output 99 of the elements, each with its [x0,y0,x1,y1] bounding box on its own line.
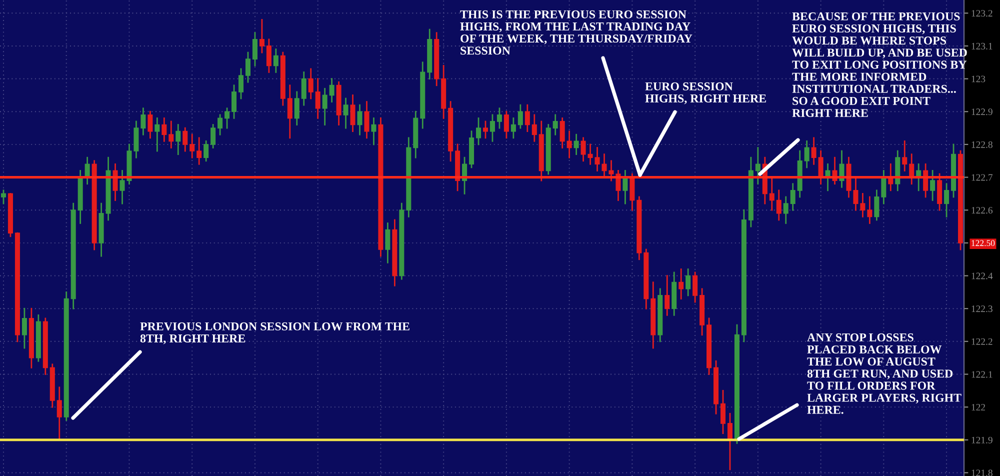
candlestick [490,114,495,142]
y-tick-label: 123 [972,76,986,82]
candlestick [196,137,202,165]
candlestick [176,124,181,155]
candlestick [476,117,482,146]
candlestick [224,108,230,129]
candlestick [496,108,502,129]
candlestick [902,140,908,172]
candlestick [783,196,788,224]
candlestick [860,192,866,218]
candlestick [84,156,90,185]
candlestick [112,163,118,201]
candlestick [909,154,914,185]
candlestick [245,52,250,83]
annotation: ANY STOP LOSSES PLACED BACK BELOW THE LOW OF AUGUST 8TH GET RUN, AND USED TO FILL ORDERS FOR LARGER PLAYERS, RIGHT HERE. [807,333,962,414]
y-tick-label: 122.4 [972,272,993,280]
candlestick [266,38,272,73]
candlestick [937,173,942,211]
candlestick [259,19,264,54]
candlestick [622,170,628,204]
candlestick [678,268,684,300]
y-tick-label: 122.2 [972,338,992,345]
candlestick [574,134,579,155]
y-tick-label: 122 [972,404,985,410]
candlestick [692,272,698,303]
candlestick [301,72,306,106]
candlestick [294,91,300,126]
candlestick [804,140,810,168]
candlestick [755,147,760,185]
candlestick [315,78,320,119]
y-tick-label: 122.6 [972,207,993,214]
candlestick [329,78,334,102]
candlestick [162,117,167,142]
y-tick-label: 122.50 [972,240,995,246]
candlestick [154,117,160,152]
y-tick-label: 122.7 [972,174,993,181]
y-tick-label: 122.8 [972,141,992,148]
annotation: THIS IS THE PREVIOUS EURO SESSION HIGHS, FROM THE LAST TRADING DAY OF THE WEEK, THE THURSDAY/FRIDAY SESSION [460,10,692,55]
candlestick [357,104,362,136]
candlestick [790,183,796,211]
candlestick [839,150,844,188]
candlestick [552,114,558,136]
candlestick [930,170,936,201]
candlestick [204,140,209,162]
candlestick [818,150,824,185]
annotation: PREVIOUS LONDON SESSION LOW FROM THE 8TH, RIGHT HERE [140,322,410,344]
candlestick [232,84,237,119]
y-tick-label: 122.3 [972,306,992,312]
candlestick [22,308,27,349]
candlestick [364,101,370,139]
candlestick [190,134,195,158]
candlestick [664,275,670,316]
candlestick [881,170,886,204]
candlestick [720,390,726,434]
candlestick [350,94,356,132]
candlestick [322,88,328,126]
candlestick [308,68,314,100]
y-tick-label: 122.9 [972,108,992,116]
candlestick [867,196,872,224]
y-tick-label: 121.8 [972,470,992,476]
candlestick [518,104,523,129]
candlestick [238,68,244,100]
candlestick [343,98,348,129]
candlestick [504,110,509,139]
candlestick [769,176,774,211]
candlestick [524,104,530,132]
candlestick [560,117,565,148]
candlestick [630,173,635,211]
candlestick [252,32,258,66]
candlestick [0,190,6,204]
candlestick [210,124,216,148]
candlestick [287,84,292,139]
candlestick [273,48,278,73]
candlestick [580,137,586,162]
candlestick [140,108,146,136]
candlestick [874,190,880,221]
candlestick [182,127,188,152]
candlestick [811,137,816,165]
y-tick-label: 122.1 [972,371,992,378]
candlestick [532,114,537,142]
y-tick-label: 123.1 [972,42,992,50]
candlestick [482,120,488,139]
candlestick [371,117,376,146]
candlestick [148,110,153,139]
candlestick [218,114,223,136]
annotation: EURO SESSION HIGHS, RIGHT HERE [645,82,766,104]
candlestick [776,190,782,221]
y-tick-label: 123.2 [972,10,992,17]
y-tick-label: 121.9 [972,436,992,444]
candlestick [168,120,174,148]
candlestick [134,120,139,158]
candlestick [686,268,691,296]
text: BECAUSE OF THE PREVIOUS EURO SESSION HIGHS, THIS WOULD BE WHERE STOPS WILL BUILD UP, AND BE USED TO EXIT LONG POSITIONS BY THE MORE INFORMED INSTITUTIONAL TRADERS... SO A GOOD EXIT POINT RIGHT HERE [792,12,967,118]
candlestick [510,117,516,139]
candlestick [727,412,732,470]
candlestick [385,222,390,264]
candlestick [566,130,572,158]
candlestick [56,386,62,441]
candlestick [944,183,950,218]
